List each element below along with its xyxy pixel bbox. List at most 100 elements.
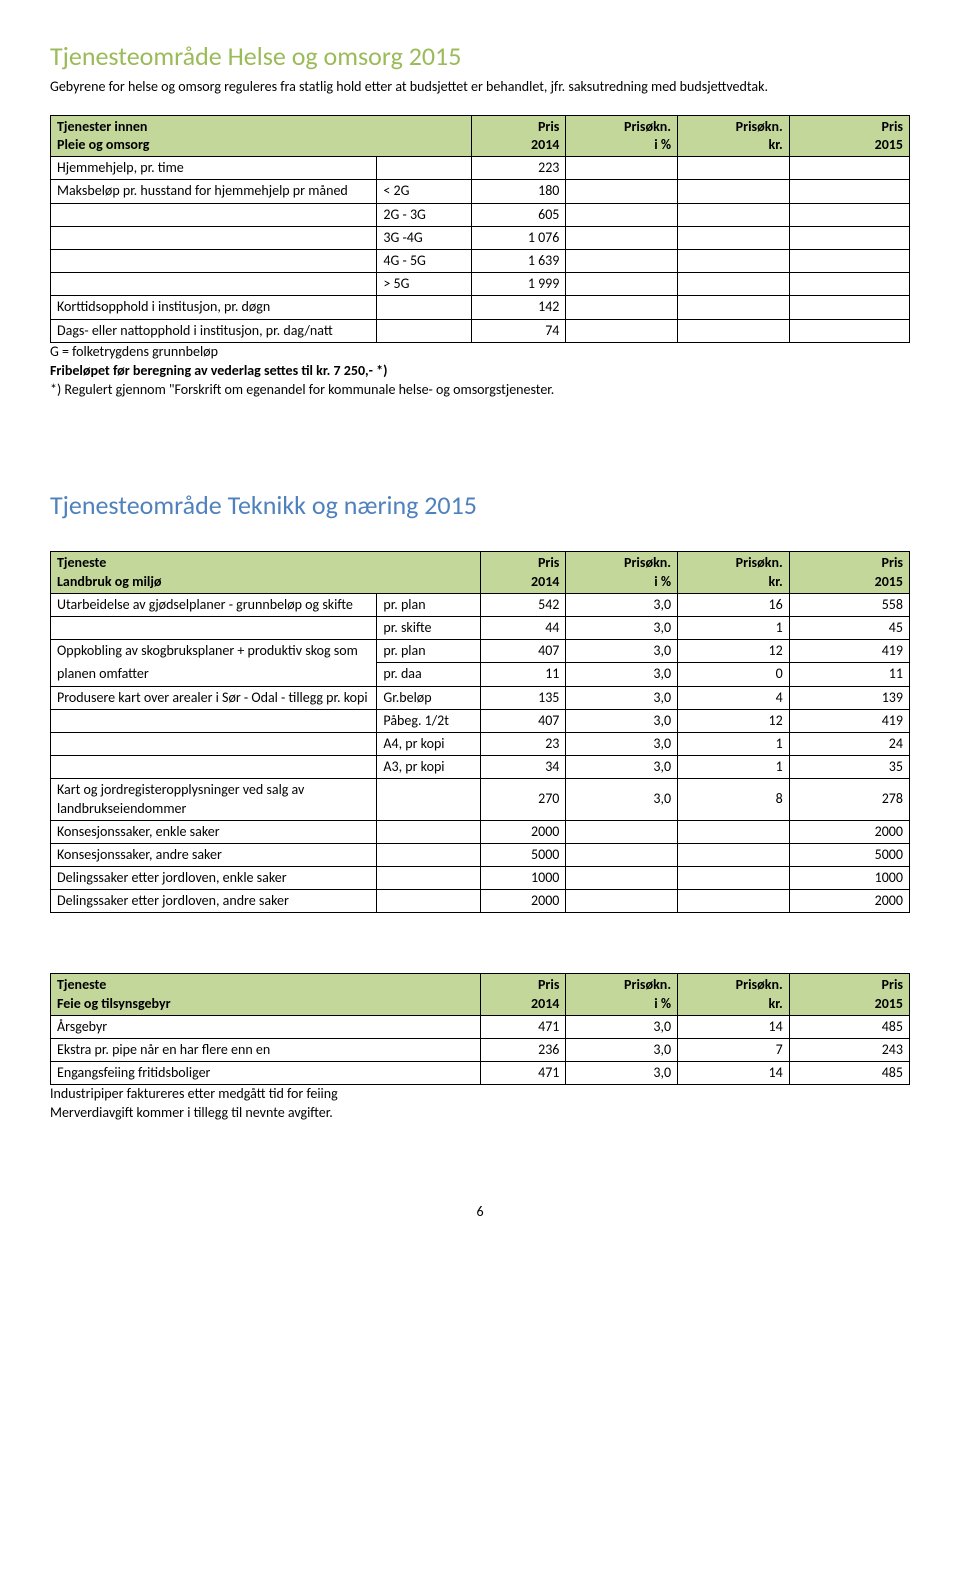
- table-row: planen omfatterpr. daa113,0011: [51, 663, 910, 686]
- cell-label: planen omfatter: [51, 663, 377, 686]
- cell-pris2015: [789, 319, 909, 342]
- cell-label: Ekstra pr. pipe når en har flere enn en: [51, 1039, 481, 1062]
- cell-sub: [377, 843, 480, 866]
- cell-pct: 3,0: [566, 1015, 678, 1038]
- cell-pct: 3,0: [566, 779, 678, 820]
- cell-pct: 3,0: [566, 1062, 678, 1085]
- cell-label: Dags- eller nattopphold i institusjon, p…: [51, 319, 377, 342]
- th-pris2015: Pris 2015: [789, 552, 909, 593]
- cell-label: [51, 732, 377, 755]
- cell-pct: [566, 180, 678, 203]
- section3-foot1: Industripiper faktureres etter medgått t…: [50, 1085, 910, 1104]
- cell-pris2014: 270: [480, 779, 566, 820]
- cell-sub: 4G - 5G: [377, 250, 471, 273]
- table-row: Utarbeidelse av gjødselplaner - grunnbel…: [51, 593, 910, 616]
- cell-kr: [678, 203, 790, 226]
- th-prisokn-pct: Prisøkn. i %: [566, 974, 678, 1015]
- cell-pris2015: [789, 203, 909, 226]
- cell-pris2015: 485: [789, 1015, 909, 1038]
- cell-kr: 12: [678, 709, 790, 732]
- cell-label: Delingssaker etter jordloven, enkle sake…: [51, 867, 377, 890]
- cell-sub: A4, pr kopi: [377, 732, 480, 755]
- table-row: Påbeg. 1/2t4073,012419: [51, 709, 910, 732]
- cell-label: Utarbeidelse av gjødselplaner - grunnbel…: [51, 593, 377, 616]
- table-row: 3G -4G1 076: [51, 226, 910, 249]
- cell-pct: 3,0: [566, 617, 678, 640]
- table-row: Delingssaker etter jordloven, enkle sake…: [51, 867, 910, 890]
- table-row: Korttidsopphold i institusjon, pr. døgn1…: [51, 296, 910, 319]
- cell-pris2015: [789, 157, 909, 180]
- th-prisokn-kr: Prisøkn. kr.: [678, 115, 790, 156]
- th-prisokn-pct: Prisøkn. i %: [566, 552, 678, 593]
- cell-pris2014: 135: [480, 686, 566, 709]
- cell-pris2015: 485: [789, 1062, 909, 1085]
- cell-pris2014: 23: [480, 732, 566, 755]
- cell-sub: [377, 890, 480, 913]
- cell-pris2014: 605: [471, 203, 565, 226]
- cell-kr: 8: [678, 779, 790, 820]
- cell-sub: [377, 157, 471, 180]
- cell-kr: 7: [678, 1039, 790, 1062]
- cell-pris2015: 35: [789, 756, 909, 779]
- cell-pct: [566, 226, 678, 249]
- cell-label: [51, 250, 377, 273]
- cell-sub: 3G -4G: [377, 226, 471, 249]
- cell-pris2015: 11: [789, 663, 909, 686]
- cell-kr: 16: [678, 593, 790, 616]
- table-pleie-omsorg: Tjenester innen Pleie og omsorg Pris 201…: [50, 115, 910, 343]
- table-row: Produsere kart over arealer i Sør - Odal…: [51, 686, 910, 709]
- cell-pct: 3,0: [566, 663, 678, 686]
- cell-kr: [678, 250, 790, 273]
- cell-kr: [678, 180, 790, 203]
- cell-sub: [377, 867, 480, 890]
- cell-pris2014: 407: [480, 640, 566, 663]
- cell-pct: [566, 203, 678, 226]
- cell-label: [51, 273, 377, 296]
- section1-intro: Gebyrene for helse og omsorg reguleres f…: [50, 78, 910, 97]
- th-service: Tjeneste Landbruk og miljø: [51, 552, 481, 593]
- cell-pris2014: 142: [471, 296, 565, 319]
- table-row: A3, pr kopi343,0135: [51, 756, 910, 779]
- cell-pris2014: 5000: [480, 843, 566, 866]
- th-pris2014: Pris 2014: [480, 974, 566, 1015]
- cell-pris2014: 236: [480, 1039, 566, 1062]
- table-row: 4G - 5G1 639: [51, 250, 910, 273]
- page-number: 6: [50, 1203, 910, 1220]
- cell-pris2014: 44: [480, 617, 566, 640]
- cell-pris2015: 2000: [789, 820, 909, 843]
- cell-sub: [377, 779, 480, 820]
- table-row: Engangsfeiing fritidsboliger4713,014485: [51, 1062, 910, 1085]
- cell-sub: [377, 319, 471, 342]
- section1-title: Tjenesteområde Helse og omsorg 2015: [50, 40, 910, 72]
- section1-foot2: Fribeløpet før beregning av vederlag set…: [50, 362, 910, 381]
- cell-label: [51, 203, 377, 226]
- cell-pris2015: 5000: [789, 843, 909, 866]
- table-row: Maksbeløp pr. husstand for hjemmehjelp p…: [51, 180, 910, 203]
- cell-kr: 0: [678, 663, 790, 686]
- cell-label: Konsesjonssaker, enkle saker: [51, 820, 377, 843]
- th-pris2015: Pris 2015: [789, 115, 909, 156]
- cell-pct: 3,0: [566, 732, 678, 755]
- cell-pris2014: 471: [480, 1015, 566, 1038]
- cell-label: Delingssaker etter jordloven, andre sake…: [51, 890, 377, 913]
- table-header-row: Tjeneste Feie og tilsynsgebyr Pris 2014 …: [51, 974, 910, 1015]
- cell-kr: [678, 867, 790, 890]
- cell-pris2015: [789, 226, 909, 249]
- cell-kr: 12: [678, 640, 790, 663]
- cell-sub: > 5G: [377, 273, 471, 296]
- cell-sub: [377, 820, 480, 843]
- cell-pris2015: 419: [789, 709, 909, 732]
- cell-kr: [678, 890, 790, 913]
- cell-label: Oppkobling av skogbruksplaner + produkti…: [51, 640, 377, 663]
- cell-pct: [566, 273, 678, 296]
- cell-pris2014: 542: [480, 593, 566, 616]
- cell-pris2014: 2000: [480, 890, 566, 913]
- th-pris2014: Pris 2014: [471, 115, 565, 156]
- cell-pris2015: 45: [789, 617, 909, 640]
- cell-sub: A3, pr kopi: [377, 756, 480, 779]
- cell-label: Engangsfeiing fritidsboliger: [51, 1062, 481, 1085]
- cell-pris2015: 24: [789, 732, 909, 755]
- table-landbruk: Tjeneste Landbruk og miljø Pris 2014 Pri…: [50, 551, 910, 913]
- cell-label: Maksbeløp pr. husstand for hjemmehjelp p…: [51, 180, 377, 203]
- cell-label: [51, 709, 377, 732]
